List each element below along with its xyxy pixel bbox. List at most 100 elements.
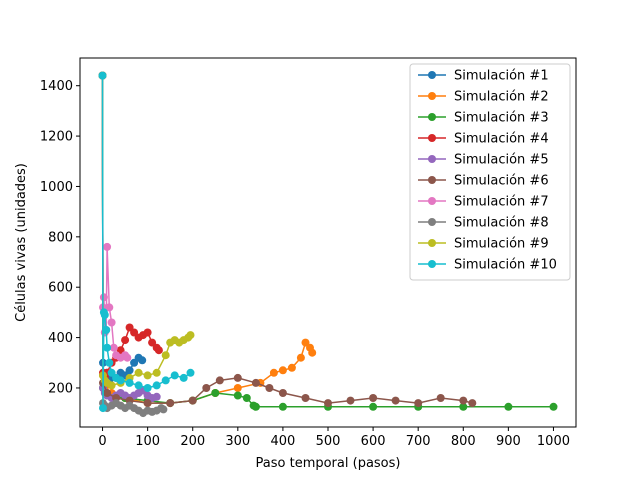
data-point bbox=[125, 366, 134, 375]
x-axis-label: Paso temporal (pasos) bbox=[256, 456, 401, 471]
data-point bbox=[105, 358, 114, 367]
data-point bbox=[242, 394, 251, 402]
data-point bbox=[161, 351, 170, 360]
series-10 bbox=[98, 71, 195, 413]
x-tick-label: 1000 bbox=[537, 434, 570, 449]
data-point bbox=[459, 402, 468, 411]
data-point bbox=[161, 376, 170, 385]
data-point bbox=[103, 242, 112, 251]
data-point bbox=[251, 402, 260, 411]
data-point bbox=[152, 392, 161, 401]
data-point bbox=[346, 396, 355, 405]
legend-marker bbox=[428, 92, 436, 100]
data-point bbox=[265, 384, 274, 392]
legend-label: Simulación #6 bbox=[454, 174, 549, 189]
data-point bbox=[179, 373, 188, 382]
legend-entry: Simulación #8 bbox=[418, 216, 549, 231]
data-point bbox=[116, 376, 125, 385]
data-point bbox=[278, 389, 287, 397]
legend-entry: Simulación #2 bbox=[418, 90, 549, 105]
plot-marks bbox=[98, 71, 558, 418]
data-point bbox=[107, 381, 116, 390]
data-point bbox=[143, 384, 152, 392]
legend-entry: Simulación #7 bbox=[418, 195, 549, 210]
data-point bbox=[125, 378, 134, 387]
data-point bbox=[98, 71, 107, 80]
data-point bbox=[186, 368, 195, 377]
legend-marker bbox=[428, 155, 436, 163]
data-point bbox=[170, 371, 179, 380]
data-point bbox=[369, 394, 378, 402]
x-tick-label: 200 bbox=[180, 434, 205, 449]
data-point bbox=[134, 381, 143, 390]
data-point bbox=[278, 366, 287, 375]
data-point bbox=[159, 405, 168, 414]
data-point bbox=[152, 368, 161, 377]
data-point bbox=[233, 391, 242, 400]
data-point bbox=[154, 346, 163, 355]
legend: Simulación #1 Simulación #2 Simulación #3 S… bbox=[409, 63, 571, 281]
data-point bbox=[324, 399, 332, 408]
data-point bbox=[308, 348, 317, 357]
data-point bbox=[269, 368, 278, 377]
legend-label: Simulación #3 bbox=[454, 111, 549, 126]
legend-marker bbox=[428, 113, 436, 121]
data-point bbox=[391, 396, 400, 405]
legend-marker bbox=[428, 218, 436, 226]
legend-label: Simulación #8 bbox=[454, 216, 549, 231]
y-axis-label: Células vivas (unidades) bbox=[14, 163, 29, 322]
x-tick-label: 100 bbox=[135, 434, 160, 449]
x-tick-label: 500 bbox=[316, 434, 341, 449]
data-point bbox=[369, 402, 378, 411]
x-tick-label: 0 bbox=[98, 434, 106, 449]
legend-marker bbox=[428, 71, 436, 79]
y-tick-label: 800 bbox=[48, 230, 73, 245]
legend-entry: Simulación #9 bbox=[418, 237, 549, 252]
x-tick-label: 700 bbox=[406, 434, 431, 449]
legend-label: Simulación #5 bbox=[454, 153, 549, 168]
data-point bbox=[215, 376, 224, 385]
data-point bbox=[109, 343, 118, 352]
data-point bbox=[549, 402, 558, 411]
legend-marker bbox=[428, 134, 436, 142]
x-tick-label: 800 bbox=[451, 434, 476, 449]
y-tick-label: 600 bbox=[48, 281, 73, 296]
data-point bbox=[143, 328, 152, 337]
legend-marker bbox=[428, 260, 436, 268]
legend-label: Simulación #4 bbox=[454, 132, 549, 147]
legend-label: Simulación #7 bbox=[454, 195, 549, 210]
data-point bbox=[296, 353, 305, 362]
x-tick-label: 600 bbox=[361, 434, 386, 449]
legend-marker bbox=[428, 176, 436, 184]
y-tick-label: 1400 bbox=[40, 79, 73, 94]
y-tick-label: 200 bbox=[48, 381, 73, 396]
legend-entry: Simulación #1 bbox=[418, 69, 549, 84]
legend-entry: Simulación #10 bbox=[418, 258, 557, 273]
data-point bbox=[188, 396, 197, 405]
data-point bbox=[99, 293, 108, 302]
y-tick-label: 1000 bbox=[40, 180, 73, 195]
data-point bbox=[103, 343, 112, 352]
legend-label: Simulación #1 bbox=[454, 69, 549, 84]
data-point bbox=[202, 384, 211, 392]
legend-entry: Simulación #6 bbox=[418, 174, 549, 189]
x-tick-label: 300 bbox=[225, 434, 250, 449]
data-point bbox=[301, 394, 310, 402]
data-point bbox=[251, 378, 260, 387]
data-point bbox=[100, 310, 109, 319]
data-point bbox=[134, 368, 143, 377]
legend-box bbox=[409, 63, 571, 281]
data-point bbox=[152, 381, 161, 390]
data-point bbox=[414, 399, 423, 408]
legend-marker bbox=[428, 197, 436, 205]
data-point bbox=[102, 326, 111, 334]
data-point bbox=[166, 399, 175, 408]
ticks: 0 100 200 300 400 500 600 700 800 900 1000 200 400 60… bbox=[40, 79, 570, 449]
data-point bbox=[287, 363, 296, 372]
data-point bbox=[459, 396, 468, 405]
data-point bbox=[143, 371, 152, 380]
data-point bbox=[186, 331, 195, 340]
data-point bbox=[436, 394, 445, 402]
legend-entry: Simulación #3 bbox=[418, 111, 549, 126]
